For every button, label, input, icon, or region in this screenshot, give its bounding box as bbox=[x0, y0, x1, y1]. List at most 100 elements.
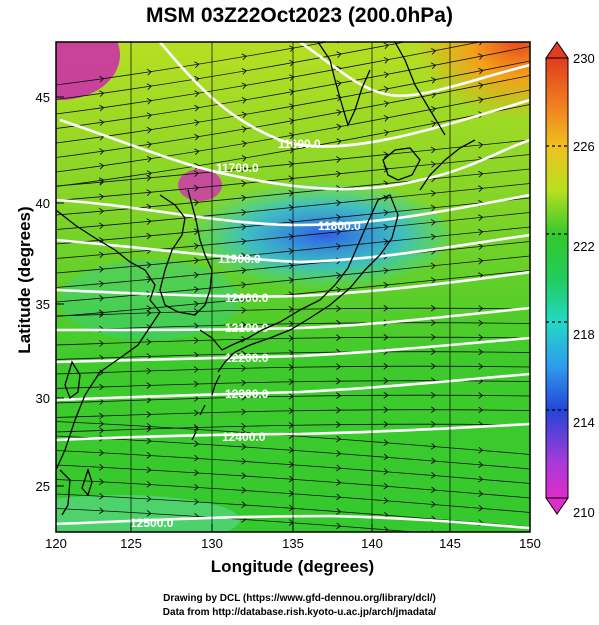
contour-label: 11700.0 bbox=[216, 161, 259, 175]
y-tick-label: 40 bbox=[36, 196, 50, 211]
streamline-arrow bbox=[99, 478, 105, 486]
streamline-arrow bbox=[430, 190, 436, 197]
streamline-arrow bbox=[431, 33, 436, 40]
streamline-arrow bbox=[99, 90, 105, 97]
streamline bbox=[56, 365, 530, 375]
streamline-arrow bbox=[383, 362, 389, 370]
streamline-arrow bbox=[98, 193, 105, 201]
contour-label: 12500.0 bbox=[130, 516, 174, 530]
streamline-arrow bbox=[99, 420, 105, 428]
streamline-arrow bbox=[193, 184, 200, 192]
contour-label: 12400.0 bbox=[222, 430, 266, 444]
y-tick-label: 35 bbox=[36, 297, 50, 312]
streamline-arrow bbox=[146, 83, 153, 90]
streamline-arrow bbox=[193, 322, 199, 330]
streamline-arrow bbox=[146, 411, 152, 418]
streamline-arrow bbox=[478, 534, 482, 540]
height-contour bbox=[56, 270, 530, 298]
streamline bbox=[56, 307, 530, 317]
contour-label: 12000.0 bbox=[225, 291, 269, 305]
streamline-arrow bbox=[98, 222, 105, 230]
streamline-arrow bbox=[241, 281, 247, 289]
streamline-arrow bbox=[193, 286, 200, 293]
streamline-arrow bbox=[335, 214, 342, 221]
streamline-arrow bbox=[430, 457, 437, 465]
streamline-arrow bbox=[241, 126, 248, 133]
streamline-arrow bbox=[241, 457, 247, 465]
streamline-arrow bbox=[193, 380, 199, 388]
streamline-arrow bbox=[99, 449, 105, 457]
streamline-arrow bbox=[241, 155, 248, 162]
data-credit: Data from http://database.rish.kyoto-u.a… bbox=[162, 607, 437, 618]
streamline-arrow bbox=[98, 207, 105, 215]
streamline-arrow bbox=[99, 383, 105, 391]
streamline-arrow bbox=[146, 495, 152, 503]
streamline-arrow bbox=[241, 209, 247, 216]
streamline-arrow bbox=[383, 420, 389, 428]
streamline-arrow bbox=[478, 42, 484, 46]
streamline-arrow bbox=[146, 396, 152, 404]
streamline-arrow bbox=[478, 96, 484, 104]
streamline-arrow bbox=[99, 119, 105, 126]
coastlines bbox=[56, 42, 476, 516]
streamline-arrow bbox=[146, 437, 152, 445]
streamline-arrow bbox=[336, 479, 342, 486]
streamline-arrow bbox=[383, 439, 389, 446]
streamline-arrow bbox=[146, 367, 152, 375]
streamline-arrow bbox=[336, 508, 342, 515]
contour-label: 12200.0 bbox=[225, 351, 269, 365]
colorbar bbox=[545, 41, 569, 515]
streamline-arrow bbox=[241, 82, 248, 90]
streamline-arrow bbox=[383, 209, 389, 217]
streamline-arrow bbox=[430, 233, 436, 241]
streamline-arrow bbox=[194, 61, 200, 69]
streamline-arrow bbox=[430, 406, 436, 414]
x-tick-label: 130 bbox=[201, 536, 223, 551]
streamline bbox=[56, 241, 530, 288]
temperature-field: 11600.0 11700.0 11800.0 11900.0 12000.0 12100… bbox=[56, 19, 530, 540]
streamline-arrow bbox=[241, 223, 247, 231]
streamline-arrow bbox=[336, 334, 342, 342]
streamline-arrow bbox=[336, 450, 342, 457]
streamline-arrow bbox=[478, 214, 484, 221]
streamline-arrow bbox=[431, 19, 436, 26]
streamline-arrow bbox=[99, 369, 105, 376]
streamline-arrow bbox=[383, 406, 389, 414]
streamline-arrow bbox=[336, 493, 342, 501]
map-title: MSM 03Z22Oct2023 (200.0hPa) bbox=[146, 4, 453, 27]
streamline-arrow bbox=[241, 267, 247, 274]
streamline bbox=[56, 450, 530, 484]
streamline-arrow bbox=[478, 141, 484, 149]
streamline-arrow bbox=[193, 199, 200, 206]
colorbar-tick-label: 230 bbox=[573, 51, 595, 66]
streamline-arrow bbox=[241, 472, 247, 480]
streamline-arrow bbox=[194, 133, 200, 141]
streamline-arrow bbox=[146, 425, 152, 433]
streamline bbox=[56, 409, 530, 418]
streamline-arrow bbox=[430, 262, 436, 270]
streamline-arrow bbox=[241, 53, 248, 61]
streamline-arrow bbox=[336, 123, 342, 131]
streamline-arrow bbox=[478, 475, 484, 483]
streamline-arrow bbox=[241, 68, 248, 75]
streamline-arrow bbox=[241, 180, 247, 187]
colorbar-tick-label: 222 bbox=[573, 239, 595, 254]
streamline-arrow bbox=[336, 94, 342, 102]
colorbar-tick-label: 214 bbox=[573, 415, 595, 430]
streamline-arrow bbox=[241, 321, 247, 329]
streamline-arrow bbox=[241, 350, 247, 358]
colorbar-tick-label: 210 bbox=[573, 505, 595, 520]
streamline-arrow bbox=[430, 486, 437, 494]
streamline-arrow bbox=[146, 126, 153, 134]
height-contour bbox=[56, 336, 530, 364]
streamline bbox=[56, 197, 530, 245]
streamline-arrow bbox=[478, 348, 484, 356]
streamline-arrow bbox=[241, 306, 247, 314]
streamline-arrow bbox=[336, 392, 342, 400]
streamline bbox=[56, 508, 421, 532]
height-contour bbox=[56, 514, 530, 530]
streamline-arrow bbox=[146, 382, 152, 389]
streamline-arrow bbox=[478, 461, 484, 469]
streamline-arrow bbox=[99, 340, 105, 347]
streamline-arrow bbox=[98, 265, 105, 273]
